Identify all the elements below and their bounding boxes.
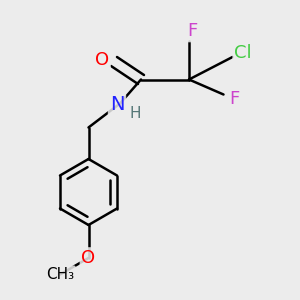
Text: F: F — [229, 90, 239, 108]
Text: CH₃: CH₃ — [46, 267, 74, 282]
Text: N: N — [110, 95, 124, 115]
Text: O: O — [81, 249, 96, 267]
Text: Cl: Cl — [234, 44, 252, 62]
Text: H: H — [129, 106, 141, 122]
Text: F: F — [187, 22, 197, 40]
Text: O: O — [95, 51, 109, 69]
